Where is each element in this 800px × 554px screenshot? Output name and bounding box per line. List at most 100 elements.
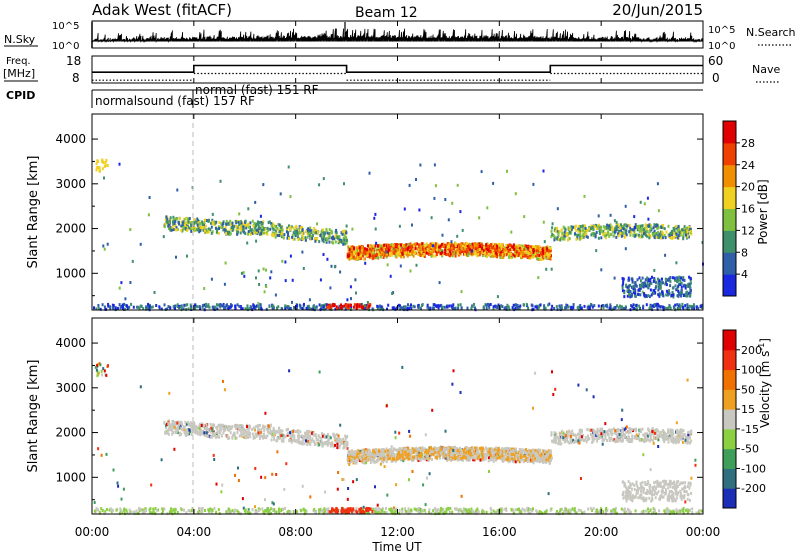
data-cell bbox=[103, 305, 106, 309]
data-cell bbox=[532, 307, 535, 311]
data-cell bbox=[477, 252, 480, 256]
data-cell bbox=[216, 307, 219, 311]
data-cell bbox=[537, 253, 539, 257]
data-cell bbox=[447, 252, 450, 256]
data-cell bbox=[209, 228, 212, 232]
data-cell bbox=[441, 244, 443, 248]
data-cell bbox=[368, 253, 371, 257]
data-cell bbox=[576, 306, 579, 310]
data-cell bbox=[344, 438, 347, 442]
data-cell bbox=[675, 288, 678, 292]
data-cell bbox=[236, 232, 239, 236]
data-cell bbox=[293, 229, 296, 233]
data-cell bbox=[171, 432, 174, 436]
data-cell bbox=[474, 451, 477, 455]
data-cell bbox=[274, 228, 277, 232]
data-cell bbox=[332, 241, 335, 245]
plot-title: Adak West (fitACF) bbox=[92, 1, 232, 19]
data-cell bbox=[539, 253, 542, 257]
data-cell bbox=[563, 433, 566, 437]
data-cell bbox=[648, 295, 651, 299]
data-cell bbox=[343, 182, 345, 186]
data-cell bbox=[701, 303, 704, 307]
data-cell bbox=[306, 305, 309, 309]
data-cell bbox=[272, 227, 275, 231]
data-cell bbox=[541, 254, 544, 258]
data-cell bbox=[359, 253, 362, 257]
data-cell bbox=[475, 245, 478, 249]
data-cell bbox=[251, 432, 254, 436]
data-cell bbox=[658, 285, 661, 289]
data-cell bbox=[278, 426, 281, 430]
data-cell bbox=[306, 443, 309, 446]
data-cell bbox=[511, 247, 514, 251]
data-cell bbox=[237, 426, 240, 430]
data-cell bbox=[120, 305, 123, 309]
data-cell bbox=[437, 306, 440, 310]
data-cell bbox=[246, 305, 249, 308]
data-cell bbox=[190, 224, 193, 228]
data-cell bbox=[630, 229, 632, 233]
data-cell bbox=[327, 441, 330, 445]
data-cell bbox=[225, 232, 228, 235]
data-cell bbox=[255, 239, 258, 243]
data-cell bbox=[227, 306, 230, 310]
data-cell bbox=[240, 431, 243, 434]
data-cell bbox=[647, 434, 650, 438]
data-cell bbox=[624, 426, 627, 430]
data-cell bbox=[295, 224, 298, 228]
data-cell bbox=[265, 307, 268, 311]
data-cell bbox=[498, 242, 501, 246]
data-cell bbox=[551, 304, 554, 308]
data-cell bbox=[509, 246, 511, 249]
data-cell bbox=[225, 229, 227, 233]
data-cell bbox=[608, 436, 611, 440]
data-cell bbox=[326, 257, 329, 261]
data-cell bbox=[668, 289, 670, 293]
data-cell bbox=[252, 436, 255, 440]
data-cell bbox=[183, 218, 186, 222]
data-cell bbox=[330, 307, 333, 311]
data-cell bbox=[354, 249, 357, 253]
data-cell bbox=[207, 230, 210, 234]
data-cell bbox=[510, 230, 513, 234]
data-cell bbox=[668, 277, 670, 281]
data-cell bbox=[460, 249, 463, 253]
data-cell bbox=[389, 274, 392, 278]
data-cell bbox=[564, 306, 567, 310]
data-cell bbox=[639, 200, 642, 204]
data-cell bbox=[233, 433, 236, 437]
data-cell bbox=[164, 222, 167, 226]
data-cell bbox=[499, 243, 502, 247]
data-cell bbox=[621, 231, 623, 235]
data-cell bbox=[291, 439, 294, 442]
data-cell bbox=[289, 254, 292, 258]
data-cell bbox=[553, 238, 556, 242]
data-cell bbox=[532, 250, 535, 254]
data-cell bbox=[461, 228, 464, 232]
data-cell bbox=[148, 305, 151, 309]
data-cell bbox=[695, 305, 698, 309]
data-cell bbox=[262, 227, 265, 231]
data-cell bbox=[277, 430, 280, 434]
data-cell bbox=[198, 305, 201, 309]
nsearch-label: N.Search bbox=[746, 26, 796, 39]
data-cell bbox=[604, 304, 607, 308]
data-cell bbox=[316, 232, 319, 236]
data-cell bbox=[439, 252, 442, 255]
data-cell bbox=[512, 243, 515, 247]
data-cell bbox=[642, 438, 645, 442]
colorbar-cell bbox=[723, 274, 736, 297]
data-cell bbox=[610, 232, 612, 236]
data-cell bbox=[588, 306, 591, 310]
data-cell bbox=[222, 228, 225, 232]
data-cell bbox=[282, 236, 285, 240]
data-cell bbox=[207, 227, 210, 231]
data-cell bbox=[628, 223, 631, 227]
data-cell bbox=[354, 278, 357, 282]
data-cell bbox=[248, 230, 251, 234]
data-cell bbox=[272, 224, 275, 228]
data-cell bbox=[532, 461, 535, 465]
data-cell bbox=[664, 282, 667, 286]
data-cell bbox=[314, 237, 316, 241]
